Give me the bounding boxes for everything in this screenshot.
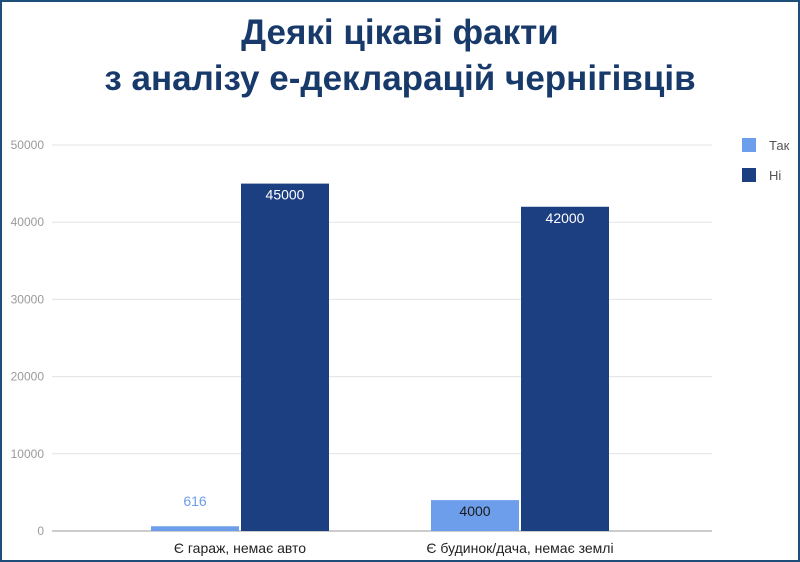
legend-swatch [742,138,756,152]
y-tick-label: 50000 [11,138,45,152]
bar [241,183,329,531]
category-label: Є будинок/дача, немає землі [426,540,613,556]
data-label: 4000 [459,503,490,519]
y-tick-label: 0 [37,524,44,538]
data-label: 616 [183,493,207,509]
title-line-2: з аналізу е-декларацій чернігівців [104,59,696,98]
legend-swatch [742,168,756,182]
slide-title: Деякі цікаві факти з аналізу е-деклараці… [0,10,800,102]
bar [151,526,239,531]
legend-label: Ні [769,168,781,183]
data-label: 45000 [266,187,305,203]
category-label: Є гараж, немає авто [174,540,306,556]
title-line-1: Деякі цікаві факти [241,13,559,52]
legend-label: Так [769,138,790,153]
y-tick-label: 20000 [11,370,45,384]
data-label: 42000 [546,210,585,226]
bar [431,500,519,531]
y-tick-label: 10000 [11,447,45,461]
y-tick-label: 30000 [11,292,45,306]
bar [521,206,609,531]
y-tick-label: 40000 [11,215,45,229]
